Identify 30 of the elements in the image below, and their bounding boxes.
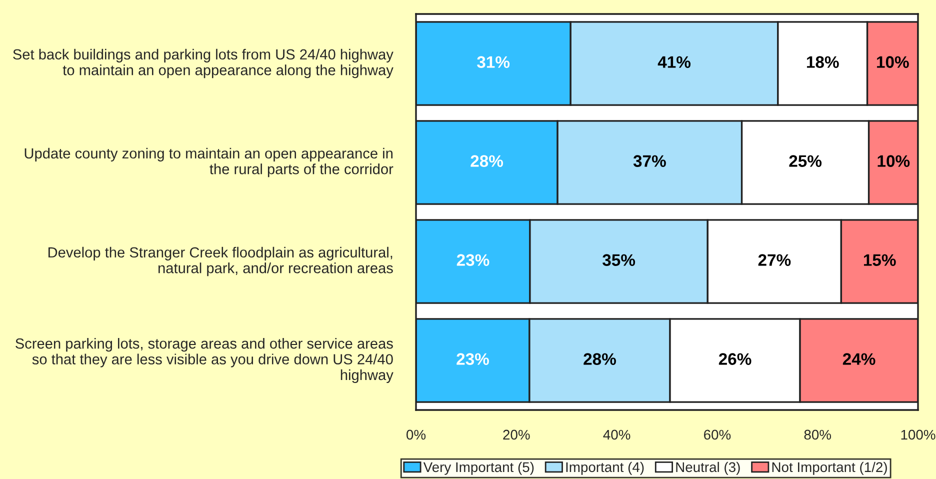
data-label: 10% [878, 155, 910, 167]
legend-label: Very Important (5) [423, 462, 534, 475]
x-tick-label: 100% [901, 430, 936, 440]
x-tick-label: 80% [804, 430, 832, 440]
data-label: 24% [842, 353, 876, 365]
data-label: 18% [806, 56, 839, 68]
data-label: 28% [470, 155, 504, 167]
data-label: 27% [758, 254, 791, 266]
data-label: 10% [877, 56, 909, 68]
data-label: 41% [658, 56, 691, 68]
data-label: 23% [456, 353, 489, 365]
y-tick-label: Update county zoning to maintain an open appearance in the rural parts of the corridor [24, 148, 394, 178]
data-label: 23% [456, 254, 490, 266]
data-label: 35% [602, 254, 636, 266]
data-label: 26% [718, 353, 752, 365]
y-tick-label: Screen parking lots, storage areas and other service areas so that they are less visible as you drive down US 24/40 highway [16, 338, 394, 384]
x-tick-label: 40% [603, 430, 630, 440]
data-label: 28% [584, 353, 616, 365]
y-tick-label: Set back buildings and parking lots from US 24/40 highway to maintain an open appearance along the highway [13, 48, 394, 78]
data-label: 25% [789, 155, 822, 167]
data-label: 15% [864, 254, 896, 266]
legend-label: Not Important (1/2) [772, 462, 887, 475]
y-tick-label: Develop the Stranger Creek floodplain as agricultural, natural park, and/or recreation areas [48, 246, 393, 276]
legend-label: Important (4) [566, 462, 644, 475]
data-label: 31% [477, 56, 510, 68]
x-tick-label: 60% [704, 430, 731, 440]
x-tick-label: 0% [406, 430, 426, 440]
legend-label: Neutral (3) [676, 462, 740, 475]
x-tick-label: 20% [503, 430, 530, 440]
data-label: 37% [633, 155, 666, 167]
